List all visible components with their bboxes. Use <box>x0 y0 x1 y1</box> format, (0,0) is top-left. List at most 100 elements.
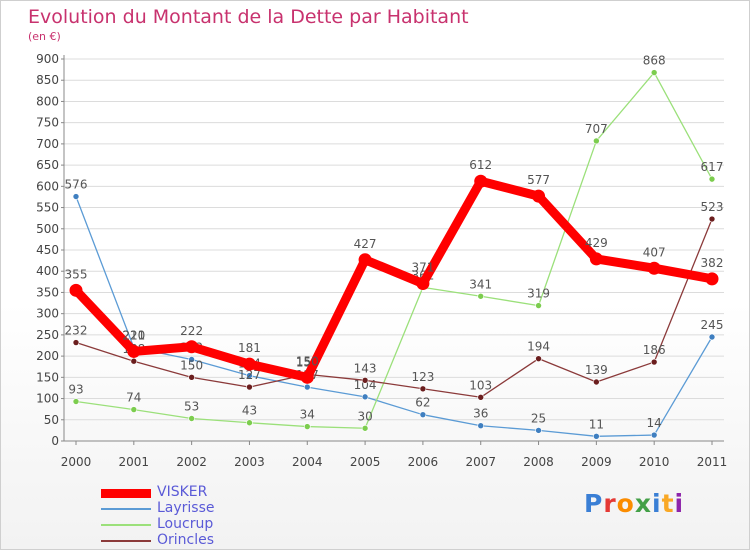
data-label-loucrup: 74 <box>126 391 141 405</box>
logo-letter: i <box>674 489 685 518</box>
x-tick-label: 2006 <box>408 455 439 469</box>
data-label-loucrup: 868 <box>643 54 666 68</box>
data-label-visker: 150 <box>296 354 319 368</box>
data-label-layrisse: 245 <box>701 318 724 332</box>
legend-label: Layrisse <box>157 500 215 516</box>
data-label-orincles: 103 <box>469 378 492 392</box>
data-label-loucrup: 319 <box>527 287 550 301</box>
x-tick-label: 2004 <box>292 455 323 469</box>
y-tick-label: 250 <box>36 328 59 342</box>
logo-letter: i <box>652 489 662 518</box>
data-label-visker: 371 <box>411 261 434 275</box>
data-label-loucrup: 30 <box>357 409 372 423</box>
data-point-loucrup <box>477 292 485 300</box>
data-point-layrisse <box>72 193 80 200</box>
data-point-loucrup <box>303 423 311 430</box>
legend-label: Orincles <box>157 532 215 548</box>
x-tick-label: 2009 <box>581 455 612 469</box>
data-point-orincles <box>650 358 658 366</box>
data-point-layrisse <box>650 431 658 439</box>
chart-subtitle: (en €) <box>28 30 61 43</box>
data-point-layrisse <box>593 433 600 440</box>
proxiti-logo: Proxiti <box>584 489 684 518</box>
series-line-visker <box>71 176 717 382</box>
legend-swatch <box>101 508 151 510</box>
legend-swatch <box>101 489 151 498</box>
y-tick-label: 850 <box>36 73 59 87</box>
data-label-orincles: 186 <box>643 343 666 357</box>
data-point-orincles <box>535 355 542 362</box>
data-label-visker: 429 <box>585 236 608 250</box>
data-point-visker <box>185 340 199 354</box>
y-tick-label: 650 <box>36 158 59 172</box>
logo-letter: t <box>661 489 675 518</box>
legend-item-layrisse: Layrisse <box>101 500 321 517</box>
legend-label: Loucrup <box>157 516 214 532</box>
data-label-visker: 382 <box>701 256 724 270</box>
y-tick-label: 350 <box>36 285 59 299</box>
legend-swatch <box>101 524 151 526</box>
x-tick-label: 2003 <box>234 455 265 469</box>
data-label-orincles: 523 <box>701 200 724 214</box>
data-point-orincles <box>130 357 138 365</box>
y-tick-label: 500 <box>36 222 59 236</box>
data-point-loucrup <box>708 175 716 183</box>
y-tick-label: 150 <box>36 370 59 384</box>
logo-letter: x <box>634 489 652 518</box>
data-point-orincles <box>477 393 485 401</box>
series-line-layrisse <box>75 195 713 437</box>
y-tick-label: 800 <box>36 94 59 108</box>
logo-letter: r <box>603 489 617 518</box>
y-tick-label: 400 <box>36 264 59 278</box>
data-point-layrisse <box>419 411 427 418</box>
y-tick-label: 50 <box>44 413 59 427</box>
data-point-loucrup <box>650 69 658 76</box>
data-point-loucrup <box>130 406 138 413</box>
data-label-visker: 427 <box>354 237 377 251</box>
data-label-loucrup: 707 <box>585 122 608 136</box>
logo-letter: o <box>616 489 635 518</box>
data-point-visker <box>705 272 719 286</box>
data-label-layrisse: 14 <box>647 416 662 430</box>
x-tick-label: 2001 <box>119 455 150 469</box>
data-point-visker <box>127 344 141 358</box>
data-point-layrisse <box>477 422 485 430</box>
data-point-loucrup <box>246 419 253 427</box>
data-point-orincles <box>246 383 253 391</box>
y-tick-label: 200 <box>36 349 59 363</box>
data-label-orincles: 139 <box>585 363 608 377</box>
data-label-orincles: 150 <box>180 358 203 372</box>
data-point-layrisse <box>246 372 253 379</box>
data-label-layrisse: 62 <box>415 396 430 410</box>
y-tick-label: 550 <box>36 201 59 215</box>
legend-label: VISKER <box>157 484 208 500</box>
data-point-layrisse <box>303 383 311 391</box>
data-point-visker <box>300 370 314 384</box>
data-point-loucrup <box>535 302 542 309</box>
x-tick-label: 2005 <box>350 455 381 469</box>
legend-item-visker: VISKER <box>101 484 321 501</box>
data-label-layrisse: 576 <box>65 178 88 192</box>
data-point-visker <box>69 283 83 297</box>
data-label-visker: 612 <box>469 158 492 172</box>
y-tick-label: 750 <box>36 116 59 130</box>
y-tick-label: 100 <box>36 392 59 406</box>
x-tick-label: 2002 <box>176 455 207 469</box>
data-point-visker <box>474 174 488 188</box>
data-label-loucrup: 43 <box>242 404 257 418</box>
legend-swatch <box>101 540 151 542</box>
data-point-loucrup <box>72 398 80 405</box>
data-label-visker: 355 <box>65 267 88 281</box>
data-point-layrisse <box>188 356 195 363</box>
x-tick-label: 2011 <box>697 455 728 469</box>
x-tick-label: 2000 <box>61 455 92 469</box>
y-tick-label: 600 <box>36 179 59 193</box>
y-tick-label: 450 <box>36 243 59 257</box>
y-tick-label: 300 <box>36 307 59 321</box>
legend: VISKER Layrisse Loucrup Orincles <box>101 484 321 549</box>
x-tick-label: 2007 <box>465 455 496 469</box>
x-tick-label: 2008 <box>523 455 554 469</box>
data-point-orincles <box>188 374 195 381</box>
